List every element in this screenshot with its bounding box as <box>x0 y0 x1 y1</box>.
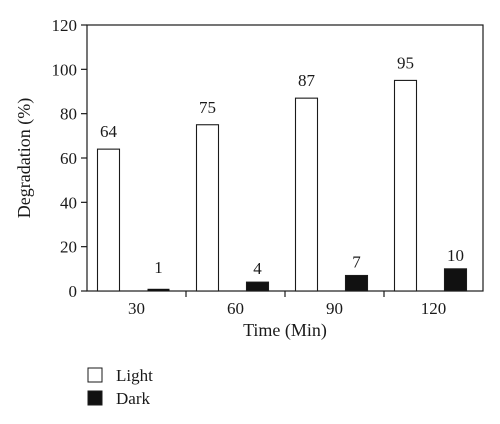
x-tick-label: 120 <box>421 299 447 318</box>
legend: Light Dark <box>87 366 153 408</box>
x-tick-label: 60 <box>227 299 244 318</box>
bar-light-30 <box>96 148 121 292</box>
x-tick-label: 90 <box>326 299 343 318</box>
x-axis-title: Time (Min) <box>243 320 327 341</box>
x-tick-label: 30 <box>128 299 145 318</box>
legend-swatch-dark <box>87 390 103 406</box>
y-tick-label: 60 <box>60 149 77 168</box>
bar-dark-60 <box>245 281 270 292</box>
plot-frame <box>86 24 484 292</box>
data-label-light-90: 87 <box>298 71 316 90</box>
y-tick-label: 80 <box>60 105 77 124</box>
y-axis: 0 20 40 60 80 100 120 <box>52 16 87 301</box>
y-tick-label: 120 <box>52 16 78 35</box>
bar-light-90 <box>294 97 319 292</box>
data-label-light-30: 64 <box>100 122 118 141</box>
bar-light-60 <box>195 124 220 292</box>
data-label-light-120: 95 <box>397 53 414 72</box>
bar-dark-90 <box>344 274 369 292</box>
x-axis: 30 60 90 120 <box>128 291 446 318</box>
legend-swatch-light <box>87 367 103 383</box>
bar-labels: 64 75 87 95 1 4 7 10 <box>100 53 464 278</box>
data-label-dark-90: 7 <box>352 252 361 271</box>
data-label-dark-60: 4 <box>253 259 262 278</box>
bar-dark-30 <box>147 288 170 291</box>
bar-light-120 <box>393 79 418 292</box>
data-label-dark-30: 1 <box>154 258 163 277</box>
y-tick-label: 0 <box>69 282 78 301</box>
y-tick-label: 20 <box>60 238 77 257</box>
bars <box>96 79 468 292</box>
data-label-dark-120: 10 <box>447 246 464 265</box>
legend-label-dark: Dark <box>116 389 150 408</box>
data-label-light-60: 75 <box>199 98 216 117</box>
y-tick-label: 100 <box>52 60 78 79</box>
legend-label-light: Light <box>116 366 153 385</box>
bar-dark-120 <box>443 268 468 292</box>
y-tick-label: 40 <box>60 193 77 212</box>
y-axis-title: Degradation (%) <box>14 98 35 218</box>
